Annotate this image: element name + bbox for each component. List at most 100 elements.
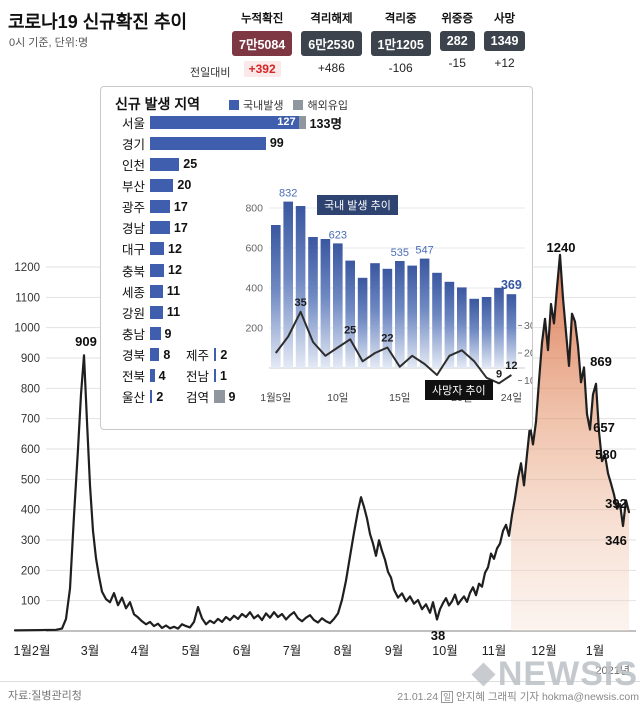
death-value-label: 9 [496,368,502,380]
case-area [511,254,629,631]
chart-annotation: 38 [431,628,445,643]
daily-bar [457,287,467,368]
legend-item-imported: 해외유입 [293,97,348,113]
month-label: 4월 [131,644,149,658]
newsis-watermark: NEWSIS [471,655,638,694]
inner-right-tick: 30 [524,320,532,332]
case-line [13,253,631,632]
death-value-label: 25 [344,324,356,336]
bar-value-label: 369 [501,278,522,292]
region-name: 전남 [185,370,209,385]
stat-value-badge: 1만1205 [370,31,431,56]
region-row: 광주 17 [101,199,532,216]
stat-col-critical: 위중증 282 -15 [439,10,475,77]
stat-col-released: 격리해제 6만2530 +486 [301,10,362,77]
region-name: 세종 [121,285,145,300]
bar-value-label: 832 [279,188,297,200]
region-row: 서울 127 133명 [101,114,532,131]
daily-bar [419,258,430,368]
source-text: 자료:질병관리청 [8,690,82,702]
death-value-label: 22 [381,333,393,345]
region-value: 25 [183,157,198,172]
region-bar-domestic [150,157,180,171]
y-tick-label: 800 [21,383,40,395]
region-bar-inner-value: 127 [277,116,296,128]
chart-annotation: 909 [75,334,97,349]
month-label: 9월 [385,644,403,658]
y-tick-label: 200 [21,565,40,577]
region-name: 충북 [121,264,145,279]
region-bar-domestic [214,390,225,404]
inner-left-tick: 200 [245,323,263,335]
region-name: 대구 [121,243,145,258]
region-row: 경기 99 [101,135,532,152]
region-row: 부산 20 [101,177,532,194]
region-name: 부산 [121,179,145,194]
deaths-line [275,310,512,385]
stat-delta: -106 [388,61,413,75]
region-extra: 검역 9 [179,389,236,406]
imported-swatch-icon [293,100,304,110]
region-bar-domestic [150,200,170,214]
daily-bar [382,268,393,368]
region-name: 서울 [121,116,145,131]
y-tick-label: 900 [21,353,40,365]
daily-bar [481,297,492,368]
region-bar-domestic [150,284,163,298]
region-value: 4 [158,368,166,383]
watermark-text: NEWSIS [497,655,638,693]
domestic-swatch-icon [229,100,239,110]
inner-left-tick: 800 [245,203,263,215]
region-name: 인천 [121,158,145,173]
stat-label: 누적확진 [240,13,284,25]
region-value: 133명 [309,116,342,131]
stat-delta: +12 [494,56,515,70]
page-subtitle: 0시 기준, 단위:명 [9,37,89,49]
region-extra: 제주 2 [179,347,227,364]
region-bar-domestic [150,305,163,319]
region-name: 경북 [121,349,145,364]
daily-bar [395,261,405,368]
page-title: 코로나19 신규확진 추이 [8,12,188,32]
death-value-label: 35 [294,297,306,309]
region-bar-domestic [150,390,153,404]
month-label: 5월 [182,644,200,658]
daily-bar [370,263,380,368]
region-name: 경남 [121,222,145,237]
stat-delta: +486 [317,61,345,75]
legend: 국내발생 해외유입 [229,97,348,113]
stat-col-isolated: 격리중 1만1205 -106 [370,10,431,77]
daily-bar [506,294,517,368]
region-bar-domestic [214,348,217,362]
credit-date: 21.01.24 [397,690,439,703]
region-bar-domestic [150,327,161,340]
inner-left-tick: 600 [245,243,263,255]
death-value-label: 12 [505,360,517,372]
region-bar-domestic [150,136,266,150]
stat-delta: +392 [243,61,281,77]
region-value: 2 [156,389,164,404]
region-bar-domestic [150,221,170,235]
region-value: 9 [164,326,172,341]
chart-annotation: 392 [605,496,627,511]
region-value: 12 [168,263,182,278]
region-name: 경기 [121,137,145,152]
chart-annotation: 657 [593,420,615,435]
newsis-logo-icon [471,662,496,687]
inner-x-label: 24일 [501,391,522,404]
inner-right-tick: 10 [524,375,532,387]
y-tick-label: 500 [21,474,40,486]
month-label: 11월 [482,644,506,658]
daily-bar [345,260,355,368]
legend-label: 국내발생 [243,100,284,112]
credit-line: 21.01.24 일 안지혜 그래픽 기자 hokma@newsis.com [397,689,639,704]
chart-annotation: 580 [595,447,617,462]
stat-col-cumulative: 누적확진 7만5084 +392 [232,10,293,77]
inner-x-label: 15일 [389,391,410,404]
chart-annotation: 1240 [547,240,576,255]
region-row: 전북 4 전남 1 [101,368,532,385]
stat-delta: -15 [448,56,466,70]
region-value: 9 [228,389,236,404]
y-tick-label: 400 [21,505,40,517]
